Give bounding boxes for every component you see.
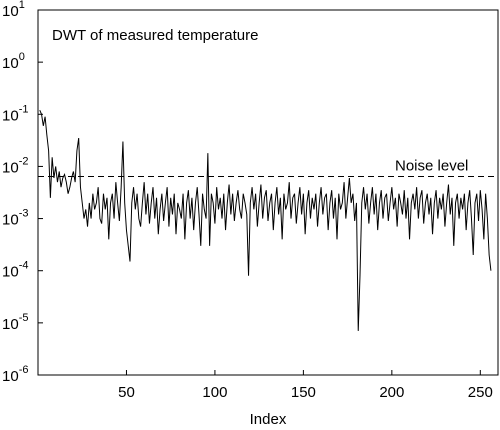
chart-title: DWT of measured temperature bbox=[52, 27, 258, 44]
y-tick-label: 10-4 bbox=[2, 260, 28, 281]
y-tick-base: 10 bbox=[2, 55, 19, 72]
y-tick-base: 10 bbox=[2, 368, 19, 385]
y-tick-label: 10-2 bbox=[2, 155, 28, 176]
data-line bbox=[39, 109, 492, 331]
y-tick-base: 10 bbox=[2, 159, 19, 176]
y-tick-exponent: 0 bbox=[19, 51, 25, 63]
y-tick-exponent: -6 bbox=[19, 364, 29, 376]
y-tick-label: 101 bbox=[2, 0, 25, 20]
y-tick-label: 10-5 bbox=[2, 312, 28, 333]
y-tick-label: 10-6 bbox=[2, 364, 28, 385]
y-tick-exponent: 1 bbox=[19, 0, 25, 11]
x-tick-label: 100 bbox=[202, 384, 227, 401]
plot-frame bbox=[37, 9, 499, 376]
x-axis-label: Index bbox=[250, 411, 287, 428]
y-tick-base: 10 bbox=[2, 107, 19, 124]
x-tick-label: 250 bbox=[468, 384, 493, 401]
x-tick-label: 150 bbox=[291, 384, 316, 401]
y-tick-exponent: -1 bbox=[19, 103, 29, 115]
x-tick-label: 50 bbox=[118, 384, 135, 401]
y-tick-exponent: -5 bbox=[19, 312, 29, 324]
y-tick-base: 10 bbox=[2, 264, 19, 281]
y-tick-label: 10-3 bbox=[2, 208, 28, 229]
y-tick-base: 10 bbox=[2, 316, 19, 333]
y-tick-label: 100 bbox=[2, 51, 25, 72]
y-tick-exponent: -4 bbox=[19, 260, 29, 272]
y-tick-exponent: -3 bbox=[19, 208, 29, 220]
x-tick-label: 200 bbox=[379, 384, 404, 401]
y-tick-label: 10-1 bbox=[2, 103, 28, 124]
y-tick-base: 10 bbox=[2, 3, 19, 20]
y-tick-base: 10 bbox=[2, 212, 19, 229]
noise-level-label: Noise level bbox=[395, 158, 468, 175]
y-tick-exponent: -2 bbox=[19, 155, 29, 167]
